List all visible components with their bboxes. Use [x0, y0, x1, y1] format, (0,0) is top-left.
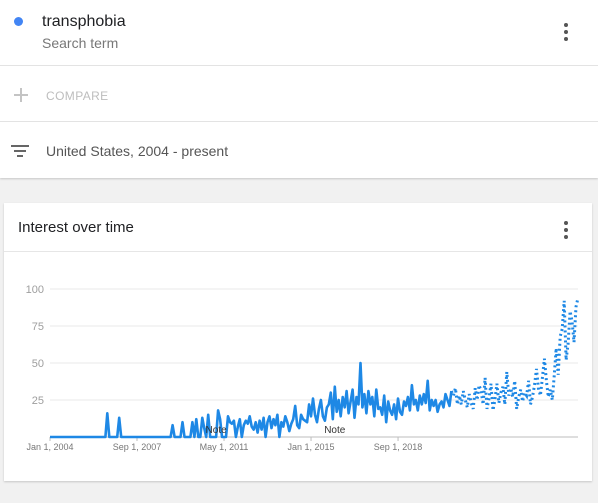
more-vert-icon[interactable] — [556, 20, 576, 44]
chart-title: Interest over time — [18, 219, 134, 236]
search-term-row[interactable]: transphobia Search term — [0, 0, 598, 66]
interest-line-chart[interactable]: 100 75 50 25 Jan 1, 2004 Sep 1, 2007 May 1, 20… — [4, 203, 592, 481]
note-label: Note — [324, 425, 346, 436]
filter-button[interactable]: United States, 2004 - present — [0, 122, 598, 178]
search-term-name[interactable]: transphobia — [42, 13, 126, 30]
compare-label: COMPARE — [46, 89, 109, 103]
y-tick-label: 75 — [32, 321, 44, 333]
x-tick-label: Jan 1, 2015 — [288, 442, 335, 452]
search-term-type: Search term — [42, 35, 119, 51]
y-tick-label: 50 — [32, 358, 44, 370]
more-vert-icon[interactable] — [556, 218, 576, 242]
series-line — [50, 361, 453, 439]
term-color-dot — [14, 17, 23, 26]
chart-header: Interest over time — [4, 203, 592, 252]
x-tick-label: Sep 1, 2007 — [113, 442, 162, 452]
explore-panel: transphobia Search term COMPARE United S… — [0, 0, 598, 178]
plus-icon — [14, 88, 28, 102]
y-tick-label: 25 — [32, 395, 44, 407]
x-tick-label: May 1, 2011 — [200, 442, 249, 452]
filter-icon — [11, 144, 29, 158]
x-tick-label: Sep 1, 2018 — [374, 442, 423, 452]
interest-over-time-card: Interest over time 100 75 50 25 Jan 1, 2004 S… — [4, 203, 592, 481]
y-tick-label: 100 — [26, 284, 44, 296]
series-line-partial — [450, 297, 580, 411]
compare-button[interactable]: COMPARE — [0, 66, 598, 122]
filter-label: United States, 2004 - present — [46, 143, 229, 159]
note-label: Note — [206, 425, 228, 436]
x-tick-label: Jan 1, 2004 — [26, 442, 73, 452]
